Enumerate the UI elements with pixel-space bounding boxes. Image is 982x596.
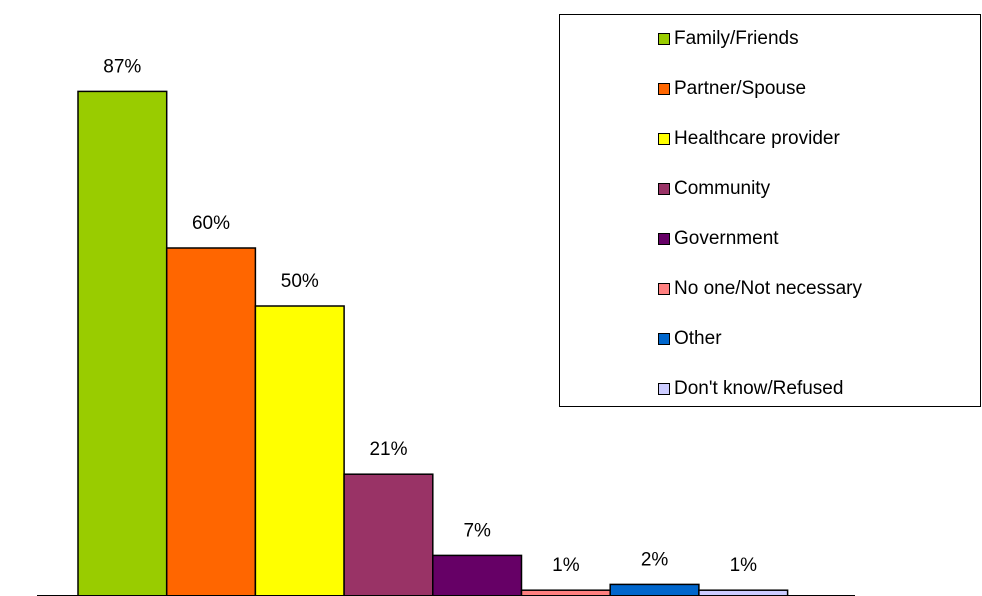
legend-swatch: [658, 133, 670, 145]
bars-group: [77, 90, 789, 596]
legend-list: Family/Friends Partner/Spouse Healthcare p…: [658, 27, 862, 427]
legend-item-government: Government: [658, 227, 862, 277]
data-label-no-one-not-necessary: 1%: [552, 555, 580, 576]
legend-label: Other: [674, 328, 722, 349]
legend-swatch: [658, 383, 670, 395]
legend-item-don-t-know-refused: Don't know/Refused: [658, 377, 862, 427]
legend-item-other: Other: [658, 327, 862, 377]
legend-item-community: Community: [658, 177, 862, 227]
data-label-healthcare-provider: 50%: [281, 271, 319, 292]
legend-swatch: [658, 283, 670, 295]
bar-healthcare-provider: [254, 305, 345, 596]
legend: Family/Friends Partner/Spouse Healthcare p…: [559, 14, 981, 407]
legend-label: Community: [674, 178, 771, 199]
legend-label: Partner/Spouse: [674, 78, 807, 99]
data-label-community: 21%: [369, 439, 407, 460]
legend-item-healthcare-provider: Healthcare provider: [658, 127, 862, 177]
legend-item-family-friends: Family/Friends: [658, 27, 862, 77]
legend-swatch: [658, 83, 670, 95]
legend-label: Don't know/Refused: [674, 378, 844, 399]
legend-item-partner-spouse: Partner/Spouse: [658, 77, 862, 127]
data-label-government: 7%: [463, 520, 491, 541]
data-label-other: 2%: [641, 549, 669, 570]
data-label-don-t-know-refused: 1%: [730, 555, 758, 576]
bar-government: [432, 554, 523, 596]
bar-don-t-know-refused: [698, 589, 789, 596]
legend-label: Family/Friends: [674, 28, 799, 49]
data-label-family-friends: 87%: [103, 56, 141, 77]
legend-item-no-one-not-necessary: No one/Not necessary: [658, 277, 862, 327]
legend-swatch: [658, 33, 670, 45]
legend-swatch: [658, 233, 670, 245]
bar-community: [343, 473, 434, 596]
legend-label: Healthcare provider: [674, 128, 840, 149]
data-label-partner-spouse: 60%: [192, 213, 230, 234]
bar-family-friends: [77, 90, 168, 596]
legend-swatch: [658, 333, 670, 345]
bar-partner-spouse: [165, 247, 257, 596]
legend-swatch: [658, 183, 670, 195]
data-labels-group: 87% 60% 50% 21% 7% 1% 2% 1%: [103, 56, 757, 576]
bar-other: [609, 583, 700, 596]
legend-label: No one/Not necessary: [674, 278, 862, 299]
legend-label: Government: [674, 228, 779, 249]
